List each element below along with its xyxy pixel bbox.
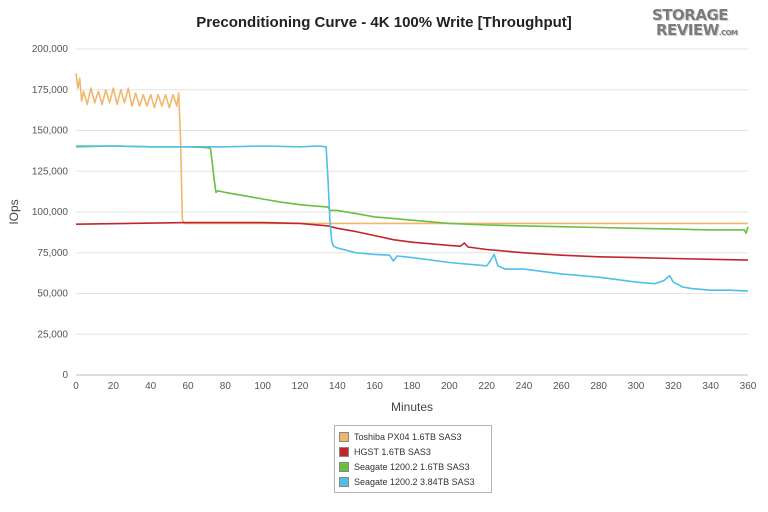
legend-swatch [339,431,349,442]
legend-swatch [339,476,349,487]
y-tick-label: 150,000 [32,126,69,137]
x-tick-label: 20 [108,381,120,392]
x-tick-label: 240 [516,381,533,392]
x-tick-label: 80 [220,381,232,392]
y-tick-label: 75,000 [37,248,68,259]
legend-item[interactable]: Seagate 1200.2 1.6TB SAS3 [339,459,487,474]
series-lines [75,73,749,292]
storagereview-logo: STORAGE REVIEW.COM [652,8,752,41]
legend-item[interactable]: Seagate 1200.2 3.84TB SAS3 [339,474,487,489]
legend: Toshiba PX04 1.6TB SAS3 HGST 1.6TB SAS3 Se… [334,425,492,493]
x-tick-label: 40 [145,381,157,392]
x-tick-label: 340 [702,381,719,392]
x-tick-label: 320 [665,381,682,392]
x-tick-label: 220 [478,381,495,392]
x-tick-label: 160 [366,381,383,392]
x-tick-label: 280 [590,381,607,392]
x-tick-label: 180 [404,381,421,392]
y-tick-label: 200,000 [32,44,69,55]
legend-swatch [339,446,349,457]
logo-word: REVIEW [656,21,719,39]
x-tick-label: 260 [553,381,570,392]
logo-line-2: REVIEW.COM [656,23,752,41]
logo-line-1: STORAGE [652,6,729,24]
x-tick-label: 300 [628,381,645,392]
x-tick-label: 60 [182,381,194,392]
series-line-1 [75,73,748,225]
y-axis-label: IOps [7,199,21,224]
logo-suffix: .COM [718,29,738,37]
x-axis-ticks: 0 20 40 60 80 100 120 140 160 180 200 220 240 260 280 3… [73,381,757,392]
line-chart: 0 25,000 50,000 75,000 100,000 125,000 150,000… [7,44,757,414]
series-line-3 [75,145,749,234]
x-tick-label: 360 [740,381,757,392]
series-line-2 [75,221,749,261]
legend-item[interactable]: HGST 1.6TB SAS3 [339,444,487,459]
y-axis-ticks: 0 25,000 50,000 75,000 100,000 125,000 150,000… [32,44,69,381]
y-tick-label: 100,000 [32,207,69,218]
legend-item[interactable]: Toshiba PX04 1.6TB SAS3 [339,429,487,444]
legend-label: HGST 1.6TB SAS3 [354,446,431,457]
x-tick-label: 140 [329,381,346,392]
y-tick-label: 50,000 [37,289,68,300]
x-tick-label: 0 [73,381,79,392]
series-line-4 [76,145,749,292]
legend-label: Toshiba PX04 1.6TB SAS3 [354,431,462,442]
legend-swatch [339,461,349,472]
x-tick-label: 120 [292,381,309,392]
y-tick-label: 175,000 [32,85,69,96]
x-axis-label: Minutes [391,400,433,414]
legend-label: Seagate 1200.2 1.6TB SAS3 [354,461,470,472]
gridlines [76,48,748,335]
y-tick-label: 125,000 [32,166,69,177]
chart-title: Preconditioning Curve - 4K 100% Write [T… [196,14,572,31]
y-tick-label: 0 [62,370,68,381]
x-tick-label: 200 [441,381,458,392]
y-tick-label: 25,000 [37,329,68,340]
legend-label: Seagate 1200.2 3.84TB SAS3 [354,476,475,487]
x-tick-label: 100 [254,381,271,392]
